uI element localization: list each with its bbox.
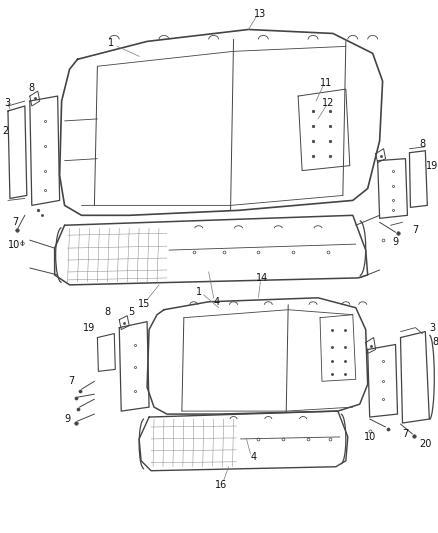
Text: 5: 5	[128, 306, 134, 317]
Text: 20: 20	[419, 439, 431, 449]
Text: 3: 3	[429, 322, 435, 333]
Text: 7: 7	[412, 225, 419, 235]
Text: 8: 8	[29, 83, 35, 93]
Text: 10: 10	[8, 240, 20, 250]
Text: 15: 15	[138, 299, 150, 309]
Text: 19: 19	[426, 160, 438, 171]
Text: 2: 2	[2, 126, 8, 136]
Text: 7: 7	[68, 376, 74, 386]
Text: 1: 1	[196, 287, 202, 297]
Text: 8: 8	[432, 336, 438, 346]
Text: 4: 4	[214, 297, 220, 307]
Text: 4: 4	[251, 452, 257, 462]
Text: 8: 8	[419, 139, 425, 149]
Text: 7: 7	[403, 429, 409, 439]
Text: 8: 8	[104, 306, 110, 317]
Text: 1: 1	[108, 38, 114, 49]
Text: 11: 11	[320, 78, 332, 88]
Text: 19: 19	[83, 322, 95, 333]
Text: 9: 9	[392, 237, 399, 247]
Text: 3: 3	[4, 98, 10, 108]
Text: 16: 16	[215, 480, 227, 490]
Text: 9: 9	[64, 414, 71, 424]
Text: 14: 14	[256, 273, 268, 283]
Text: 13: 13	[254, 9, 266, 19]
Text: 12: 12	[322, 98, 334, 108]
Text: 10: 10	[364, 432, 376, 442]
Text: 7: 7	[12, 217, 18, 227]
